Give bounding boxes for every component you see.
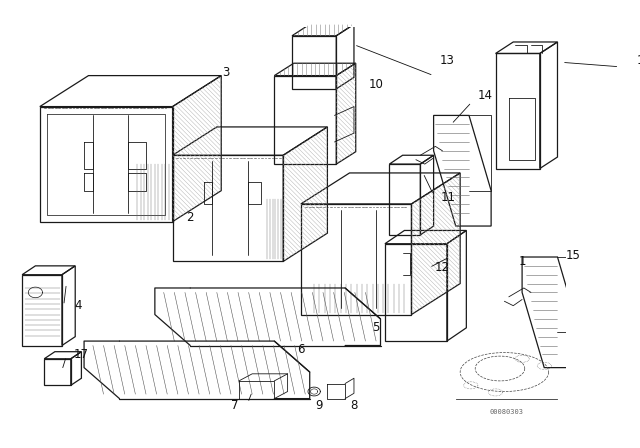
Text: 12: 12 <box>435 261 450 274</box>
Text: 1: 1 <box>518 255 526 268</box>
Text: 00080303: 00080303 <box>489 409 523 415</box>
Text: 15: 15 <box>566 249 581 262</box>
Text: 9: 9 <box>315 399 323 412</box>
Text: 14: 14 <box>477 90 492 103</box>
Text: 5: 5 <box>372 321 380 334</box>
Text: 6: 6 <box>297 344 305 357</box>
Text: 17: 17 <box>74 348 89 361</box>
Text: 16: 16 <box>637 54 640 67</box>
Text: 10: 10 <box>369 78 383 91</box>
Text: 2: 2 <box>186 211 194 224</box>
Text: 7: 7 <box>231 399 238 412</box>
Text: 13: 13 <box>440 54 454 67</box>
Text: 8: 8 <box>350 399 358 412</box>
Text: 11: 11 <box>441 191 456 204</box>
Text: 4: 4 <box>74 299 82 312</box>
Text: 3: 3 <box>222 66 229 79</box>
